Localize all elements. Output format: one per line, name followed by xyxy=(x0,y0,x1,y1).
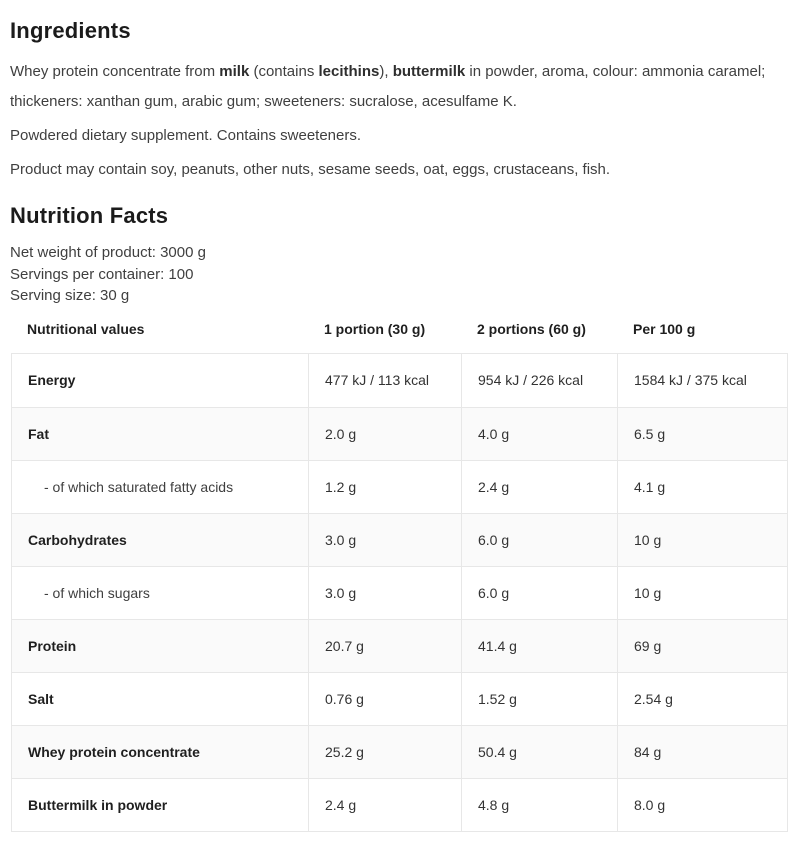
row-label: Whey protein concentrate xyxy=(28,743,200,760)
value-per-100g: 4.1 g xyxy=(617,460,787,513)
row-label: - of which saturated fatty acids xyxy=(44,478,234,495)
table-row-carbohydrates: Carbohydrates 3.0 g 6.0 g 10 g xyxy=(12,512,787,566)
column-header-2-portions: 2 portions (60 g) xyxy=(477,320,586,337)
table-row-protein: Protein 20.7 g 41.4 g 69 g xyxy=(12,618,787,672)
value-2-portions: 1.52 g xyxy=(461,672,617,725)
value-2-portions: 41.4 g xyxy=(461,619,617,672)
servings-per-container-line: Servings per container: 100 xyxy=(10,265,194,283)
column-header-nutritional-values: Nutritional values xyxy=(27,320,145,337)
value-2-portions: 4.0 g xyxy=(461,407,617,460)
value-per-100g: 84 g xyxy=(617,725,787,778)
nutrition-facts-heading: Nutrition Facts xyxy=(10,203,169,228)
value-1-portion: 20.7 g xyxy=(308,619,461,672)
value-1-portion: 477 kJ / 113 kcal xyxy=(308,353,461,407)
nutrition-table-header: Nutritional values 1 portion (30 g) 2 po… xyxy=(11,313,788,353)
table-row-fat: Fat 2.0 g 4.0 g 6.5 g xyxy=(12,406,787,460)
table-row-sugars: - of which sugars 3.0 g 6.0 g 10 g xyxy=(12,565,787,619)
row-label: Energy xyxy=(28,372,76,388)
net-weight-line: Net weight of product: 3000 g xyxy=(10,244,206,261)
value-1-portion: 3.0 g xyxy=(308,566,461,619)
serving-size-line: Serving size: 30 g xyxy=(10,287,130,304)
value-2-portions: 6.0 g xyxy=(461,566,617,619)
value-per-100g: 8.0 g xyxy=(617,778,787,831)
nutrition-table: Nutritional values 1 portion (30 g) 2 po… xyxy=(11,313,788,832)
row-label: Carbohydrates xyxy=(28,531,127,548)
table-row-energy: Energy 477 kJ / 113 kcal 954 kJ / 226 kc… xyxy=(12,353,787,407)
value-per-100g: 1584 kJ / 375 kcal xyxy=(617,353,787,407)
value-1-portion: 25.2 g xyxy=(308,725,461,778)
value-2-portions: 6.0 g xyxy=(461,513,617,566)
supplement-note: Powdered dietary supplement. Contains sw… xyxy=(10,127,362,144)
value-1-portion: 3.0 g xyxy=(308,513,461,566)
allergen-note: Product may contain soy, peanuts, other … xyxy=(10,161,611,178)
value-per-100g: 10 g xyxy=(617,566,787,619)
value-per-100g: 6.5 g xyxy=(617,407,787,460)
row-label: Fat xyxy=(28,425,49,442)
value-2-portions: 954 kJ / 226 kcal xyxy=(461,353,617,407)
table-row-buttermilk-in-powder: Buttermilk in powder 2.4 g 4.8 g 8.0 g xyxy=(12,777,787,831)
row-label: Buttermilk in powder xyxy=(28,796,168,813)
row-label: - of which sugars xyxy=(44,584,150,601)
ingredients-heading: Ingredients xyxy=(10,18,131,43)
ingredients-description: Whey protein concentrate from milk (cont… xyxy=(10,63,766,110)
value-1-portion: 1.2 g xyxy=(308,460,461,513)
table-row-whey-protein-concentrate: Whey protein concentrate 25.2 g 50.4 g 8… xyxy=(12,724,787,778)
value-2-portions: 4.8 g xyxy=(461,778,617,831)
nutrition-table-body: Energy 477 kJ / 113 kcal 954 kJ / 226 kc… xyxy=(11,352,788,832)
value-1-portion: 2.0 g xyxy=(308,407,461,460)
value-2-portions: 50.4 g xyxy=(461,725,617,778)
value-per-100g: 2.54 g xyxy=(617,672,787,725)
column-header-per-100g: Per 100 g xyxy=(633,320,696,337)
product-details-page: Ingredients Whey protein concentrate fro… xyxy=(10,18,790,832)
column-header-1-portion: 1 portion (30 g) xyxy=(324,320,426,337)
value-1-portion: 0.76 g xyxy=(308,672,461,725)
value-per-100g: 10 g xyxy=(617,513,787,566)
value-1-portion: 2.4 g xyxy=(308,778,461,831)
table-row-saturated-fatty-acids: - of which saturated fatty acids 1.2 g 2… xyxy=(12,459,787,513)
value-per-100g: 69 g xyxy=(617,619,787,672)
table-row-salt: Salt 0.76 g 1.52 g 2.54 g xyxy=(12,671,787,725)
row-label: Protein xyxy=(28,637,77,654)
serving-info-block: Net weight of product: 3000 g Servings p… xyxy=(10,242,790,307)
value-2-portions: 2.4 g xyxy=(461,460,617,513)
row-label: Salt xyxy=(28,690,54,707)
